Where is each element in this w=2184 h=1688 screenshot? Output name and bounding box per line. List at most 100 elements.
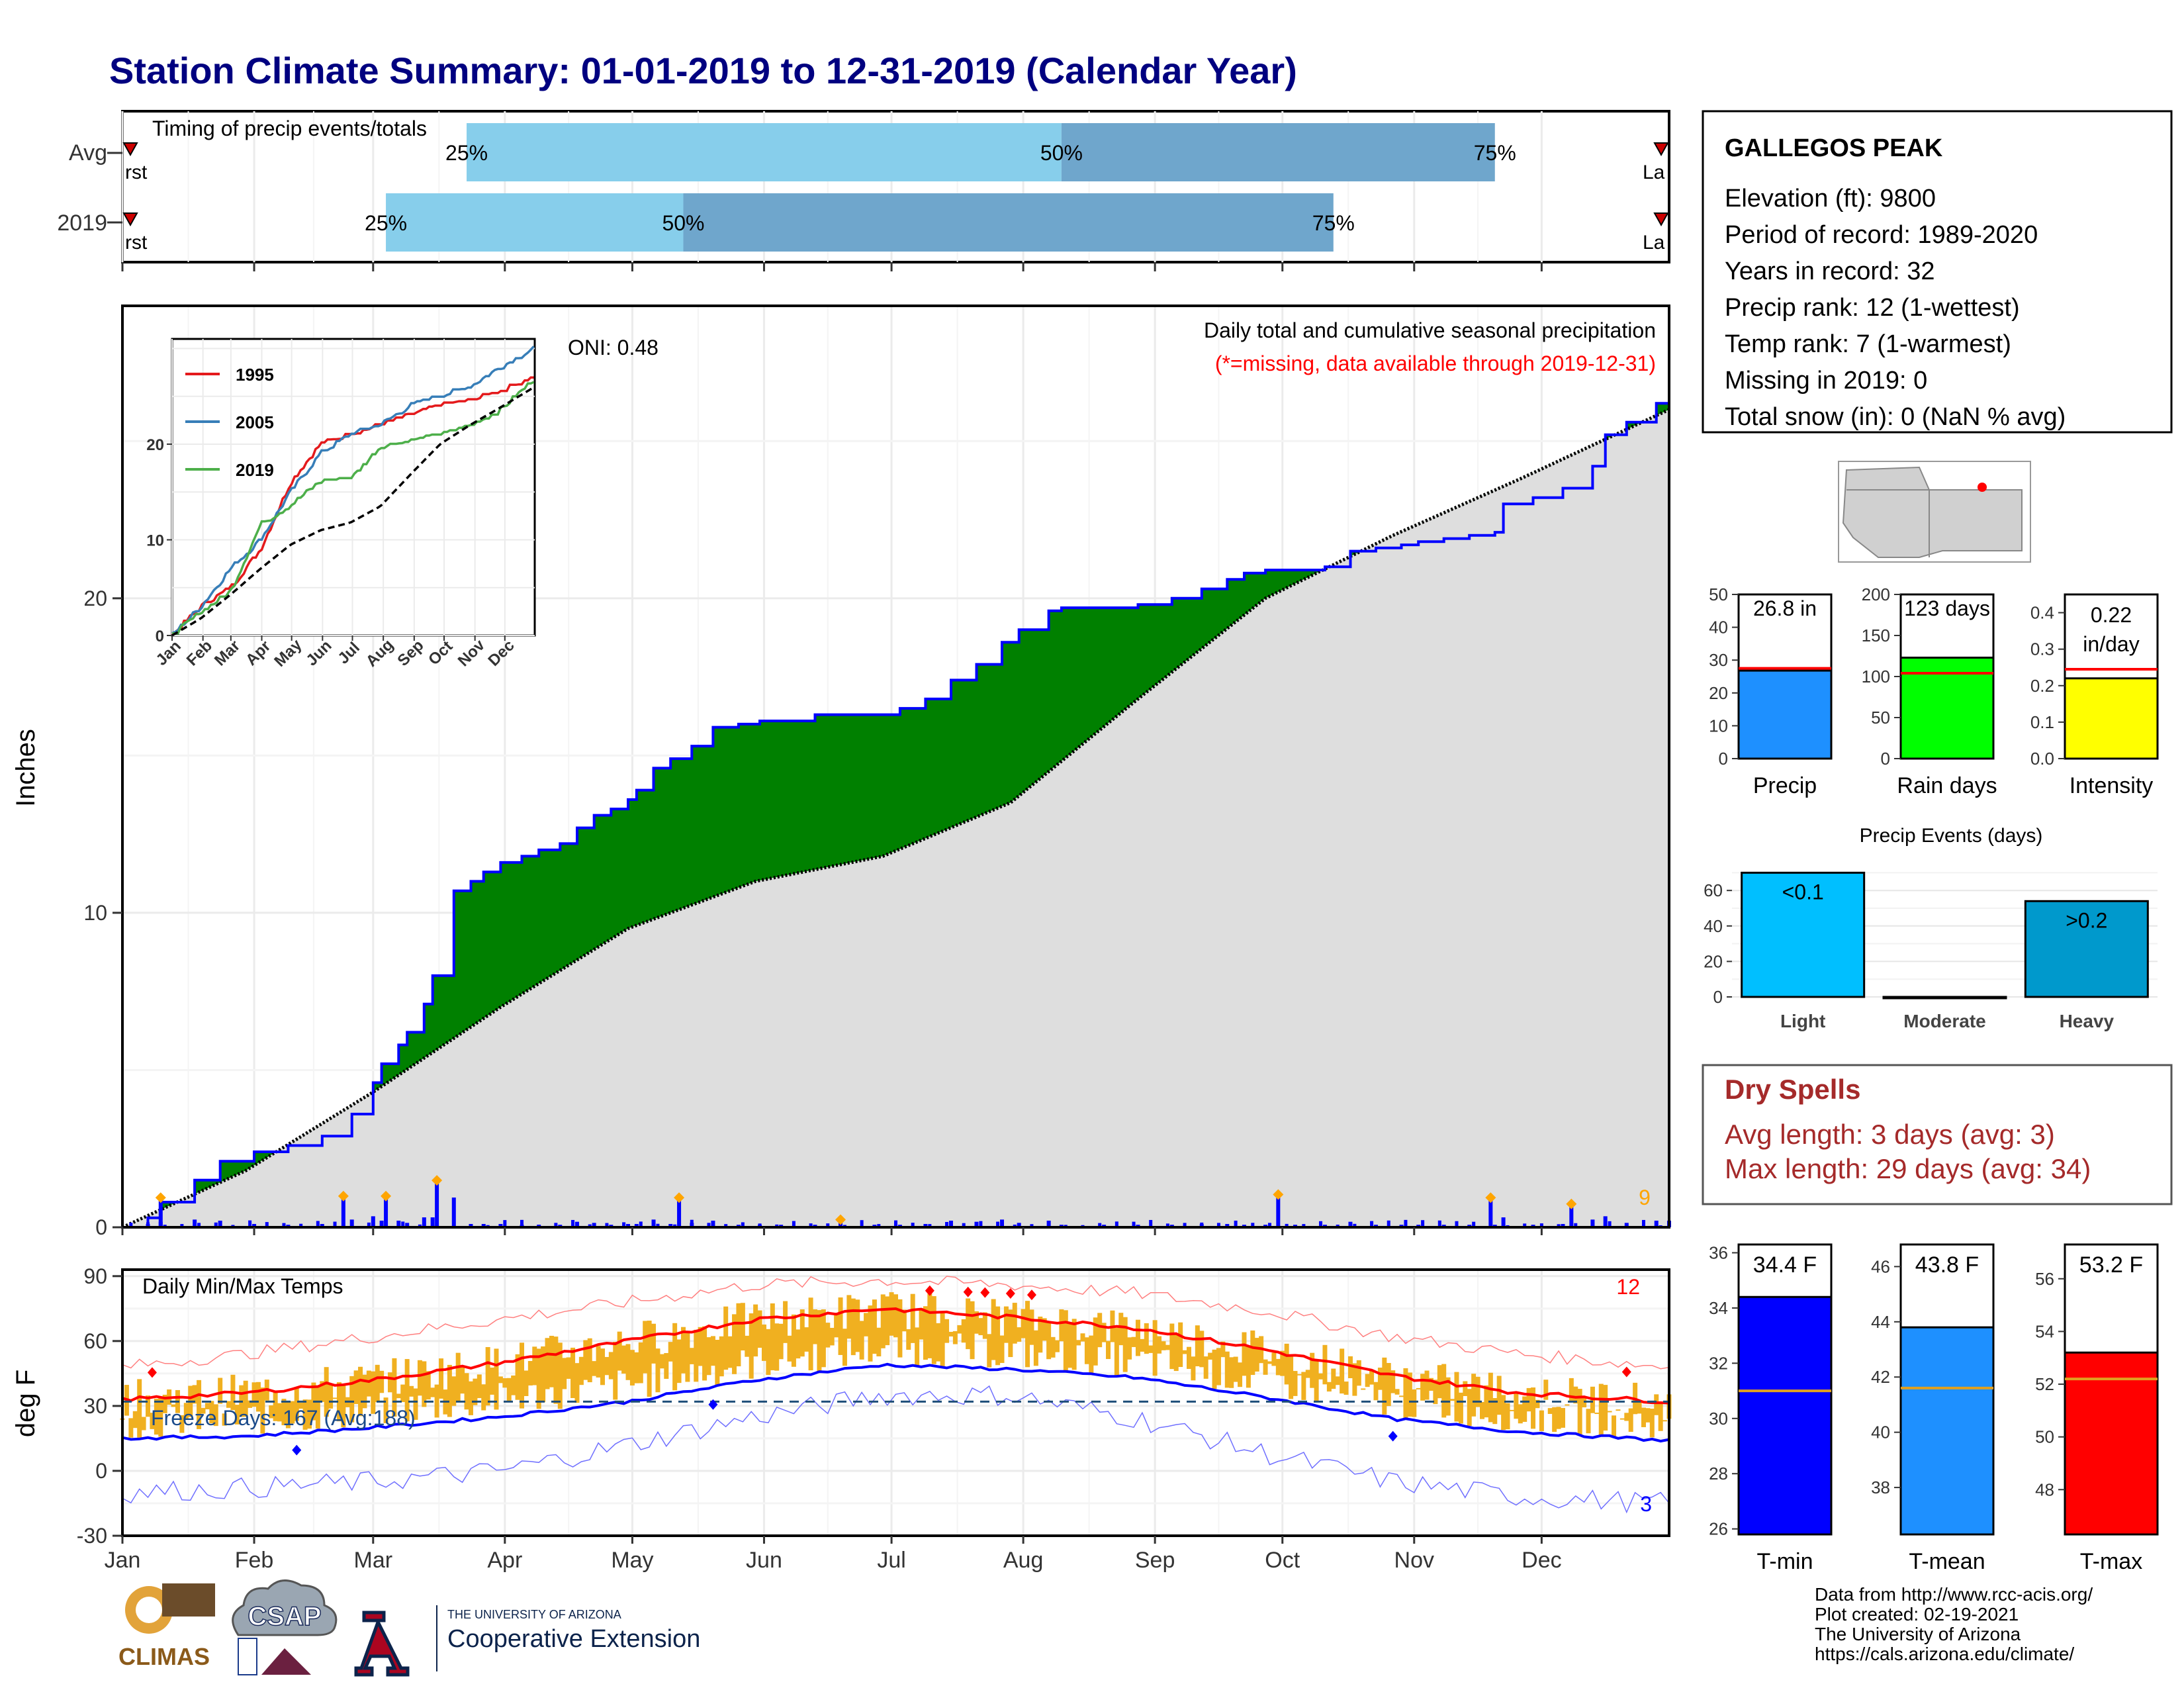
precip-daily-bar (1590, 1221, 1594, 1227)
summary-bar-value-label-2: in/day (2083, 632, 2139, 656)
temp-daily-bar (426, 1371, 431, 1400)
precip-daily-bar (129, 1222, 133, 1227)
inset-line-average (171, 386, 535, 637)
temp-daily-bar (787, 1335, 792, 1362)
temp-summary-tick-label: 36 (1709, 1243, 1728, 1263)
temp-daily-bar (447, 1364, 452, 1417)
temp-daily-bar (1484, 1385, 1489, 1418)
events-category-label: Heavy (2060, 1011, 2115, 1031)
temp-daily-bar (1242, 1332, 1247, 1376)
temp-daily-bar (1080, 1333, 1085, 1342)
temp-daily-bar (468, 1381, 473, 1415)
temp-daily-bar (783, 1301, 788, 1343)
temp-y-axis: -30 0 30 60 90 (77, 1264, 122, 1548)
temp-daily-bar (1254, 1338, 1259, 1372)
temp-daily-bar (1131, 1336, 1136, 1347)
temp-daily-bar (1505, 1403, 1510, 1430)
temp-daily-bar (1021, 1309, 1026, 1338)
temp-daily-bar (171, 1404, 176, 1407)
temp-daily-bar (643, 1321, 648, 1374)
precip-daily-bar (592, 1223, 596, 1227)
footer: Data from http://www.rcc-acis.org/ Plot … (1815, 1584, 2093, 1664)
summary-bar-tick-label: 0.0 (2030, 749, 2054, 769)
temp-daily-bar (1122, 1317, 1128, 1372)
summary-bar-tick-label: 20 (1709, 683, 1728, 703)
precip-daily-bar (520, 1219, 524, 1227)
temp-daily-bar (417, 1360, 422, 1396)
month-tick-label: Dec (1522, 1548, 1561, 1573)
temp-daily-bar (961, 1319, 966, 1343)
temp-daily-bar (991, 1299, 996, 1360)
temp-min-count: 3 (1640, 1492, 1652, 1516)
temp-avg-min-line (122, 1362, 1670, 1443)
temp-summary-value-label: 34.4 F (1753, 1252, 1817, 1278)
temp-daily-bar (150, 1413, 155, 1429)
precip-daily-bar (948, 1221, 953, 1227)
temp-daily-bar (485, 1346, 490, 1406)
temp-daily-bar (719, 1336, 724, 1377)
temp-summary-label: T-mean (1909, 1549, 1985, 1574)
precip-daily-bar (435, 1182, 439, 1227)
precip-daily-bar (673, 1224, 677, 1227)
temp-daily-bar (868, 1305, 873, 1362)
temp-daily-bar (952, 1331, 958, 1344)
temp-daily-bar (490, 1367, 495, 1395)
station-line-1: Elevation (ft): 9800 (1725, 185, 1936, 212)
temp-daily-bar (183, 1403, 189, 1420)
precip-daily-bar (741, 1222, 745, 1227)
station-info: GALLEGOS PEAK Elevation (ft): 9800 Perio… (1702, 110, 2173, 434)
precip-daily-bar (945, 1221, 949, 1227)
temp-summary-tick-label: 42 (1871, 1367, 1890, 1387)
page-title: Station Climate Summary: 01-01-2019 to 1… (109, 50, 1297, 91)
precip-daily-bar (1608, 1221, 1612, 1227)
temp-daily-bar (273, 1392, 278, 1421)
temp-daily-bar (404, 1359, 410, 1422)
temp-daily-bar (1173, 1333, 1179, 1372)
precip-daily-bar (197, 1223, 201, 1227)
temp-summary-tick-label: 52 (2035, 1374, 2054, 1394)
precip-daily-bar (1348, 1221, 1353, 1227)
summary-bar-tick-label: 0.1 (2030, 712, 2054, 732)
precip-event-marker (835, 1214, 846, 1225)
temp-daily-bar (1607, 1411, 1612, 1413)
station-location-marker (1978, 483, 1987, 492)
temp-daily-bar (234, 1405, 240, 1425)
temp-daily-bar (931, 1296, 936, 1364)
temp-daily-bar (243, 1380, 248, 1417)
temp-daily-bar (162, 1394, 167, 1413)
dry-spells-title: Dry Spells (1725, 1074, 1860, 1105)
temp-summary-tick-label: 46 (1871, 1256, 1890, 1276)
temp-daily-bar (218, 1378, 223, 1404)
station-line-3: Years in record: 32 (1725, 258, 1935, 285)
precip-daily-bar (469, 1224, 473, 1227)
temp-daily-bar (1573, 1386, 1578, 1404)
temp-daily-bar (766, 1329, 771, 1376)
temp-daily-bar (248, 1400, 253, 1408)
temp-daily-bar (1492, 1398, 1498, 1425)
timing-2019-q1-bar (386, 193, 684, 252)
temp-daily-bar (1195, 1325, 1200, 1367)
summary-bar-tick-label: 0 (1881, 749, 1890, 769)
precip-daily-bar (320, 1224, 324, 1227)
temp-daily-bar (269, 1405, 274, 1419)
events-ytick-label: 0 (1713, 987, 1723, 1007)
temp-daily-bar (306, 1399, 312, 1429)
temp-daily-bar (285, 1401, 291, 1429)
precip-daily-bar (1234, 1220, 1238, 1227)
temp-daily-bar (1420, 1374, 1426, 1401)
precip-daily-bar (265, 1222, 269, 1227)
temp-daily-bar (1293, 1371, 1298, 1396)
month-tick-label: Feb (235, 1548, 274, 1573)
temp-daily-bar (1093, 1317, 1098, 1366)
temp-daily-bar (1394, 1389, 1400, 1395)
precip-daily-bar (396, 1221, 401, 1227)
precip-daily-bar (711, 1221, 715, 1227)
precip-daily-bar (1539, 1223, 1543, 1227)
temp-daily-bar (613, 1341, 618, 1400)
temp-daily-bar (1488, 1372, 1493, 1423)
precip-daily-bar (1404, 1219, 1408, 1227)
temp-daily-bar (1220, 1341, 1226, 1358)
temp-daily-bar (1199, 1331, 1205, 1368)
inset-ytick-label: 20 (146, 436, 164, 454)
temp-summary-tick-label: 44 (1871, 1312, 1890, 1332)
